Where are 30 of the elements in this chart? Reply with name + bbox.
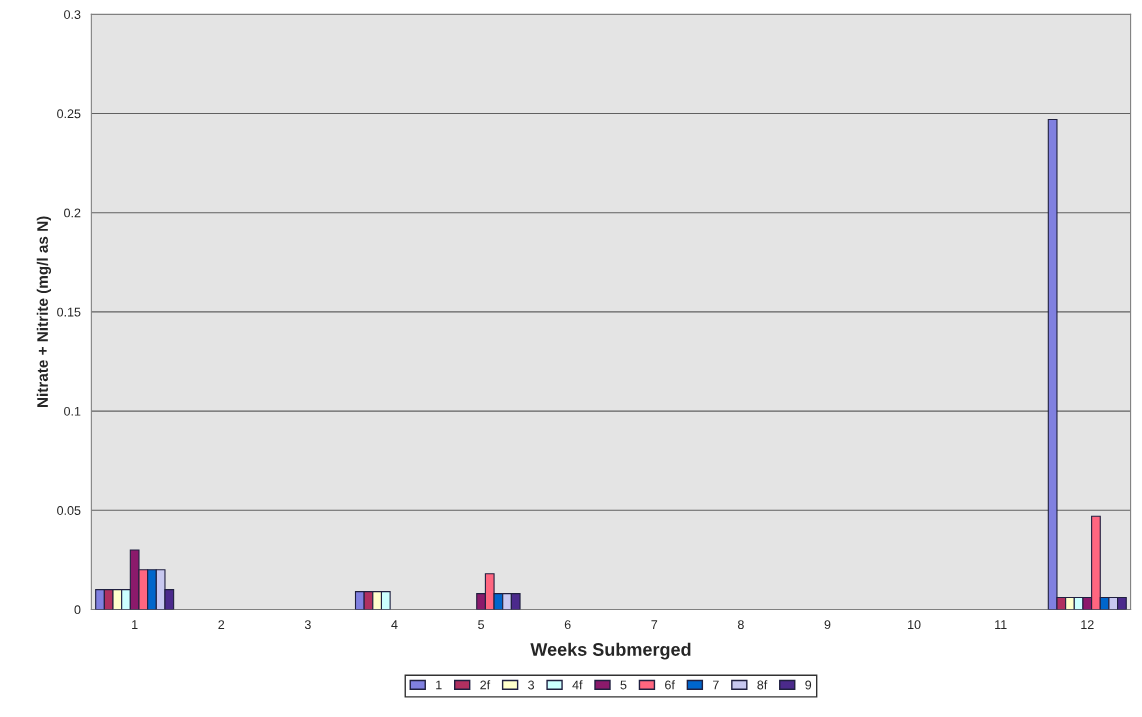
y-tick-label: 0.1 <box>64 406 81 416</box>
x-tick-label: 6 <box>564 620 571 630</box>
legend-label: 1 <box>436 680 442 690</box>
x-tick-label: 9 <box>824 620 831 630</box>
legend-label: 6f <box>665 680 675 690</box>
y-tick-label: 0.2 <box>64 208 81 218</box>
x-tick-label: 8 <box>737 620 744 630</box>
y-tick-label: 0.25 <box>57 109 81 119</box>
legend-label: 3 <box>528 680 535 690</box>
legend-label: 9 <box>805 680 812 690</box>
y-tick-label: 0 <box>74 605 81 615</box>
y-tick-label: 0.3 <box>64 10 81 19</box>
y-tick-label: 0.05 <box>57 506 81 515</box>
legend-label: 2f <box>480 680 491 690</box>
x-tick-label: 11 <box>995 620 1007 629</box>
x-tick-label: 5 <box>478 620 485 630</box>
x-tick-label: 1 <box>132 620 138 629</box>
legend-label: 5 <box>620 680 627 690</box>
legend-label: 4f <box>572 680 583 690</box>
x-tick-label: 4 <box>391 620 398 629</box>
legend-label: 7 <box>713 680 719 690</box>
y-axis-title: Nitrate + Nitrite (mg/l as N) <box>36 216 52 408</box>
x-tick-label: 3 <box>304 620 311 630</box>
legend-label: 8f <box>757 680 768 690</box>
x-tick-label: 10 <box>908 620 921 630</box>
x-axis-title: Weeks Submerged <box>530 642 691 660</box>
x-tick-label: 2 <box>218 620 225 629</box>
y-tick-label: 0.15 <box>57 307 81 317</box>
x-tick-label: 7 <box>651 620 658 629</box>
x-tick-label: 12 <box>1081 620 1094 629</box>
